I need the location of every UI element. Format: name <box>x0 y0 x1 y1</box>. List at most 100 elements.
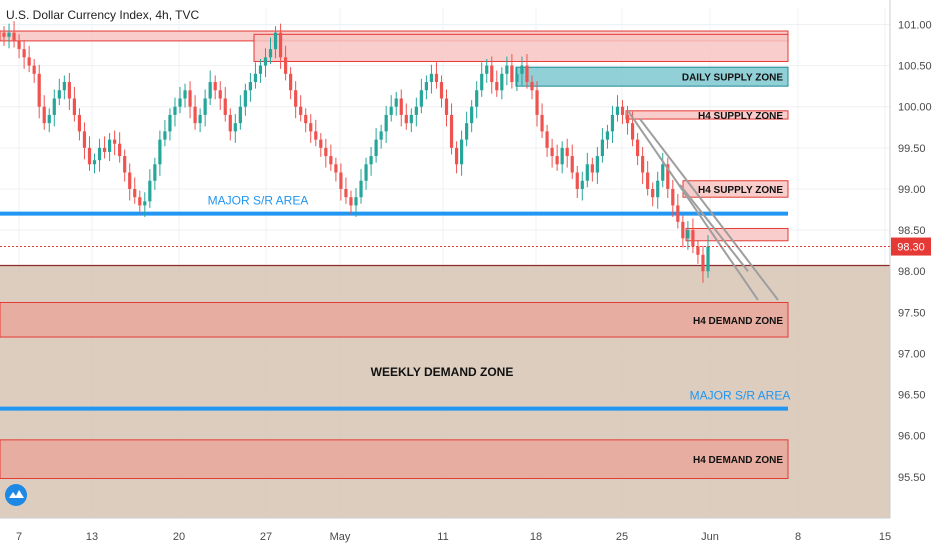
weekly-demand-label: WEEKLY DEMAND ZONE <box>371 365 514 379</box>
candle <box>143 192 147 217</box>
candle-body <box>686 230 690 239</box>
candle <box>359 169 363 204</box>
candle-body <box>424 82 428 91</box>
candle <box>128 163 132 201</box>
candle <box>253 62 258 89</box>
candle <box>585 152 589 188</box>
candle <box>278 23 283 69</box>
candle <box>646 161 650 196</box>
candle <box>123 149 127 182</box>
candle <box>57 78 61 106</box>
candle-body <box>2 32 6 37</box>
candle <box>374 128 378 163</box>
candle-body <box>238 106 242 124</box>
candle-body <box>429 73 434 83</box>
zones: DAILY SUPPLY ZONE H4 SUPPLY ZONE H4 SUPPLY… <box>0 30 789 480</box>
candle <box>168 108 172 141</box>
candle-body <box>42 106 46 124</box>
candle-body <box>253 73 258 83</box>
candle <box>414 97 418 127</box>
candle-body <box>349 197 353 206</box>
x-tick-label: 27 <box>260 531 272 543</box>
candle <box>530 75 534 100</box>
candle <box>32 59 36 83</box>
y-tick-label: 100.00 <box>898 102 932 114</box>
candle-body <box>475 90 479 107</box>
candle <box>243 83 247 116</box>
candle-body <box>309 123 313 132</box>
candle-body <box>540 114 544 132</box>
candle <box>138 190 142 215</box>
candle <box>676 193 680 229</box>
candle <box>324 138 328 168</box>
candle-body <box>449 114 454 148</box>
y-tick-label: 97.50 <box>898 307 926 319</box>
candle-body <box>605 131 610 140</box>
candle <box>218 81 222 110</box>
candle <box>148 169 152 208</box>
candle <box>470 100 474 133</box>
y-tick-label: 96.00 <box>898 431 926 443</box>
candle-body <box>394 98 398 107</box>
candle-body <box>580 180 584 189</box>
candle <box>641 147 645 185</box>
candle-body <box>168 114 172 132</box>
candle <box>238 95 242 130</box>
current-price-badge <box>891 237 931 256</box>
candle-body <box>465 123 469 140</box>
candle-body <box>52 98 56 115</box>
candle-body <box>17 40 21 50</box>
candle-body <box>324 147 328 157</box>
candle-body <box>193 106 197 124</box>
candle <box>208 70 212 106</box>
candle-body <box>228 114 232 132</box>
candle <box>465 111 469 147</box>
candle <box>2 26 6 46</box>
candle <box>97 138 102 172</box>
candle <box>299 95 303 122</box>
candle-body <box>37 73 41 107</box>
candle <box>454 141 459 174</box>
candle-body <box>625 114 630 124</box>
x-tick-label: Jun <box>701 531 719 543</box>
candle-body <box>676 205 680 222</box>
candle-body <box>27 57 31 66</box>
candle <box>263 48 268 78</box>
x-tick-label: 15 <box>879 531 891 543</box>
x-tick-label: 20 <box>173 531 185 543</box>
candle <box>17 34 21 59</box>
candle <box>7 23 11 49</box>
x-tick-label: 25 <box>616 531 628 543</box>
zone-label: H4 SUPPLY ZONE <box>698 111 783 122</box>
x-tick-label: May <box>330 531 351 543</box>
candle <box>228 108 232 141</box>
candle <box>485 59 489 83</box>
candle-body <box>213 82 217 91</box>
candle-body <box>590 164 594 173</box>
time-axis: 7 13 20 27 May 11 18 25 Jun 8 15 <box>16 531 891 543</box>
candle <box>610 105 615 143</box>
candle-body <box>550 147 554 157</box>
candle-body <box>62 82 66 91</box>
candle-body <box>485 65 489 74</box>
candle-body <box>108 139 112 152</box>
chart-title: U.S. Dollar Currency Index, 4h, TVC <box>6 8 200 22</box>
tradingview-logo-icon[interactable] <box>5 484 27 506</box>
candle <box>389 95 393 122</box>
candle-body <box>661 164 665 181</box>
candle-body <box>57 90 61 99</box>
candle-body <box>620 106 625 115</box>
candle-body <box>304 114 308 124</box>
candle-body <box>263 57 268 66</box>
candle-body <box>641 156 645 173</box>
candle-body <box>444 98 449 115</box>
candle <box>560 141 564 174</box>
zone-rect <box>253 33 789 62</box>
candle-body <box>183 90 187 99</box>
zone-rect <box>625 110 789 120</box>
candle-body <box>530 82 534 91</box>
candle-body <box>138 197 142 206</box>
candle <box>67 72 71 110</box>
candle <box>22 40 26 69</box>
